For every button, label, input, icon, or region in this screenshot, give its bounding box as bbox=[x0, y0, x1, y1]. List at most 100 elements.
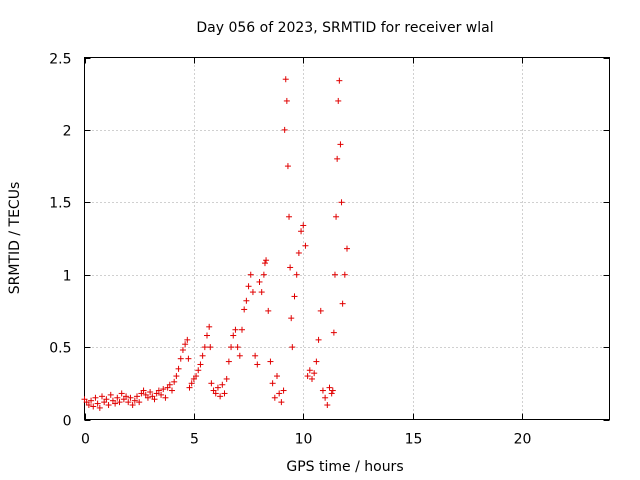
data-point bbox=[214, 384, 221, 391]
data-point bbox=[212, 390, 219, 397]
axis-ticks bbox=[84, 57, 610, 421]
data-point bbox=[193, 373, 200, 380]
data-point bbox=[158, 391, 165, 398]
data-point bbox=[201, 344, 208, 351]
data-point bbox=[116, 399, 123, 406]
data-point bbox=[283, 97, 290, 104]
data-point bbox=[186, 384, 193, 391]
data-point bbox=[112, 400, 119, 407]
data-point bbox=[333, 213, 340, 220]
data-point bbox=[140, 387, 147, 394]
data-point bbox=[284, 163, 291, 170]
data-point bbox=[173, 373, 180, 380]
data-point bbox=[204, 332, 210, 339]
data-point bbox=[225, 358, 232, 365]
data-point bbox=[239, 326, 245, 333]
chart-title: Day 056 of 2023, SRMTID for receiver wla… bbox=[196, 20, 493, 36]
data-point bbox=[129, 402, 136, 409]
data-point bbox=[96, 404, 103, 411]
data-point bbox=[258, 289, 265, 296]
data-point bbox=[274, 373, 280, 380]
data-point bbox=[207, 344, 214, 351]
data-point bbox=[188, 380, 195, 387]
data-point bbox=[281, 126, 288, 133]
data-point bbox=[245, 283, 252, 290]
data-point bbox=[166, 381, 173, 388]
data-point bbox=[315, 336, 322, 343]
data-point bbox=[330, 329, 337, 336]
data-point bbox=[171, 378, 178, 385]
x-tick-label: 5 bbox=[190, 432, 199, 448]
data-point bbox=[298, 228, 305, 235]
data-point bbox=[184, 336, 191, 343]
data-point bbox=[241, 306, 248, 313]
data-point bbox=[230, 332, 237, 339]
data-point bbox=[317, 307, 324, 314]
data-point bbox=[334, 155, 341, 162]
data-point bbox=[329, 387, 336, 394]
data-point bbox=[339, 300, 346, 307]
y-tick-label: 0 bbox=[63, 414, 72, 430]
data-point bbox=[286, 213, 293, 220]
y-tick-label: 2 bbox=[63, 124, 72, 140]
data-point bbox=[185, 355, 192, 362]
data-point bbox=[114, 394, 121, 401]
data-point bbox=[247, 271, 254, 278]
data-point bbox=[197, 361, 204, 368]
y-tick-labels: 0 0.5 1 1.5 2 2.5 bbox=[49, 52, 71, 430]
data-point bbox=[254, 361, 261, 368]
data-point bbox=[199, 352, 206, 359]
data-point bbox=[324, 402, 331, 409]
data-point bbox=[127, 394, 134, 401]
data-point bbox=[304, 373, 311, 380]
data-point bbox=[265, 307, 272, 314]
data-point bbox=[287, 264, 294, 271]
data-point bbox=[131, 397, 138, 404]
data-point bbox=[261, 260, 268, 267]
data-point bbox=[221, 390, 228, 397]
data-point bbox=[311, 370, 318, 377]
data-point bbox=[175, 365, 182, 372]
x-tick-label: 0 bbox=[81, 432, 90, 448]
data-point bbox=[322, 394, 329, 401]
data-point bbox=[335, 97, 342, 104]
data-point bbox=[144, 394, 151, 401]
data-point bbox=[160, 386, 167, 393]
x-tick-label: 10 bbox=[295, 432, 313, 448]
data-point bbox=[313, 358, 320, 365]
data-point bbox=[236, 352, 243, 359]
data-point bbox=[90, 403, 97, 410]
data-point bbox=[125, 399, 132, 406]
data-point bbox=[134, 393, 140, 400]
data-point bbox=[85, 402, 92, 409]
data-point bbox=[94, 400, 101, 407]
data-point bbox=[232, 326, 239, 333]
data-point bbox=[107, 391, 114, 398]
grid-lines bbox=[84, 57, 610, 420]
data-point bbox=[88, 397, 95, 404]
data-point bbox=[234, 344, 241, 351]
data-point bbox=[309, 375, 315, 382]
data-point bbox=[249, 289, 256, 296]
data-point bbox=[319, 387, 326, 394]
data-point bbox=[162, 394, 169, 401]
data-point bbox=[289, 344, 296, 351]
data-point bbox=[208, 380, 215, 387]
data-point bbox=[300, 222, 307, 229]
data-point bbox=[123, 393, 130, 400]
data-point bbox=[278, 399, 285, 406]
x-tick-label: 20 bbox=[514, 432, 532, 448]
y-axis-label: SRMTID / TECUs bbox=[7, 182, 23, 295]
data-point bbox=[302, 242, 309, 249]
data-point bbox=[177, 355, 184, 362]
data-point bbox=[336, 77, 343, 84]
data-point bbox=[282, 76, 289, 83]
data-point bbox=[269, 380, 276, 387]
x-tick-labels: 0 5 10 15 20 bbox=[81, 432, 531, 448]
data-point bbox=[271, 394, 278, 401]
data-point bbox=[344, 245, 350, 252]
data-point bbox=[260, 271, 267, 278]
data-point bbox=[295, 249, 302, 256]
data-point bbox=[267, 358, 274, 365]
data-point bbox=[195, 367, 202, 374]
